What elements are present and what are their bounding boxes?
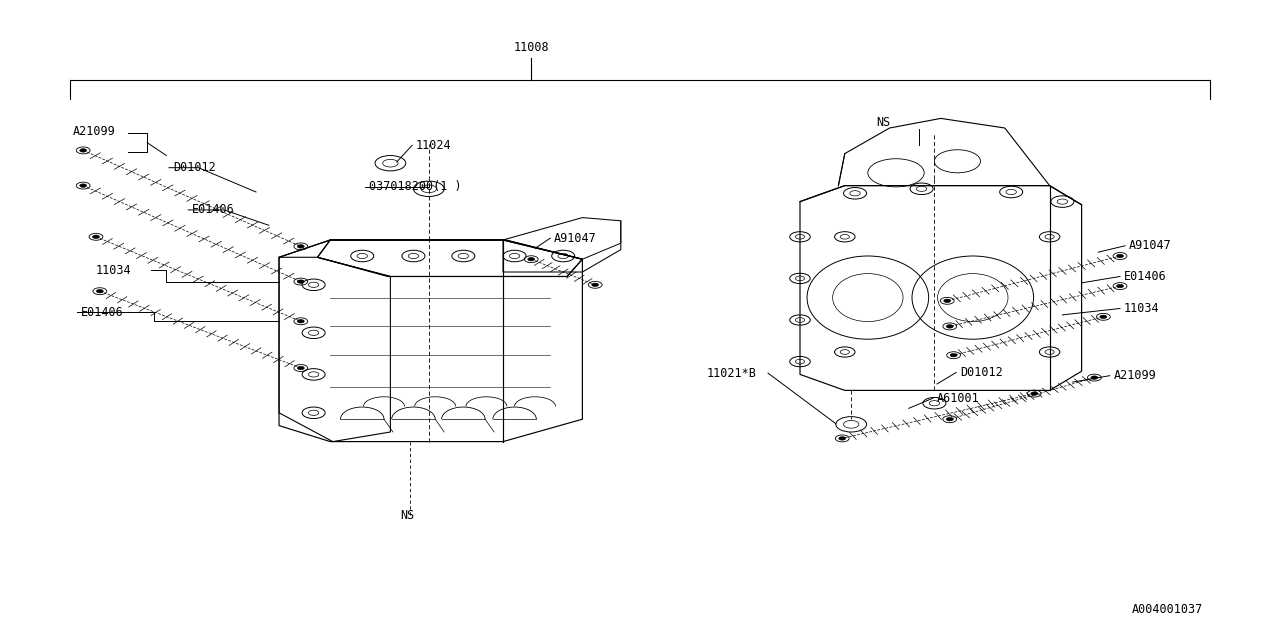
Circle shape: [946, 324, 954, 328]
Text: A21099: A21099: [73, 125, 115, 138]
Circle shape: [92, 235, 100, 239]
Circle shape: [1116, 254, 1124, 258]
Text: A91047: A91047: [554, 232, 596, 244]
Circle shape: [527, 257, 535, 261]
Text: 11034: 11034: [1124, 302, 1160, 315]
Text: 11021*B: 11021*B: [707, 367, 756, 380]
Circle shape: [1091, 376, 1098, 380]
Text: NS: NS: [399, 509, 415, 522]
Text: A91047: A91047: [1129, 239, 1171, 252]
Text: E01406: E01406: [192, 204, 234, 216]
Circle shape: [297, 280, 305, 284]
Circle shape: [297, 244, 305, 248]
Circle shape: [946, 417, 954, 421]
Circle shape: [297, 319, 305, 323]
Circle shape: [943, 299, 951, 303]
Text: E01406: E01406: [1124, 270, 1166, 283]
Circle shape: [79, 148, 87, 152]
Circle shape: [1100, 315, 1107, 319]
Circle shape: [1116, 284, 1124, 288]
Text: A004001037: A004001037: [1132, 603, 1203, 616]
Circle shape: [950, 353, 957, 357]
Text: 11008: 11008: [513, 42, 549, 54]
Text: 11024: 11024: [416, 139, 452, 152]
Circle shape: [297, 366, 305, 370]
Text: D01012: D01012: [173, 161, 215, 174]
Text: A61001: A61001: [937, 392, 979, 404]
Text: NS: NS: [876, 116, 891, 129]
Text: A21099: A21099: [1114, 369, 1156, 382]
Circle shape: [591, 283, 599, 287]
Circle shape: [96, 289, 104, 293]
Text: 11034: 11034: [96, 264, 132, 276]
Text: E01406: E01406: [81, 306, 123, 319]
Text: 037018200(1 ): 037018200(1 ): [369, 180, 461, 193]
Circle shape: [79, 184, 87, 188]
Text: D01012: D01012: [960, 366, 1002, 379]
Circle shape: [1030, 392, 1038, 396]
Circle shape: [838, 436, 846, 440]
